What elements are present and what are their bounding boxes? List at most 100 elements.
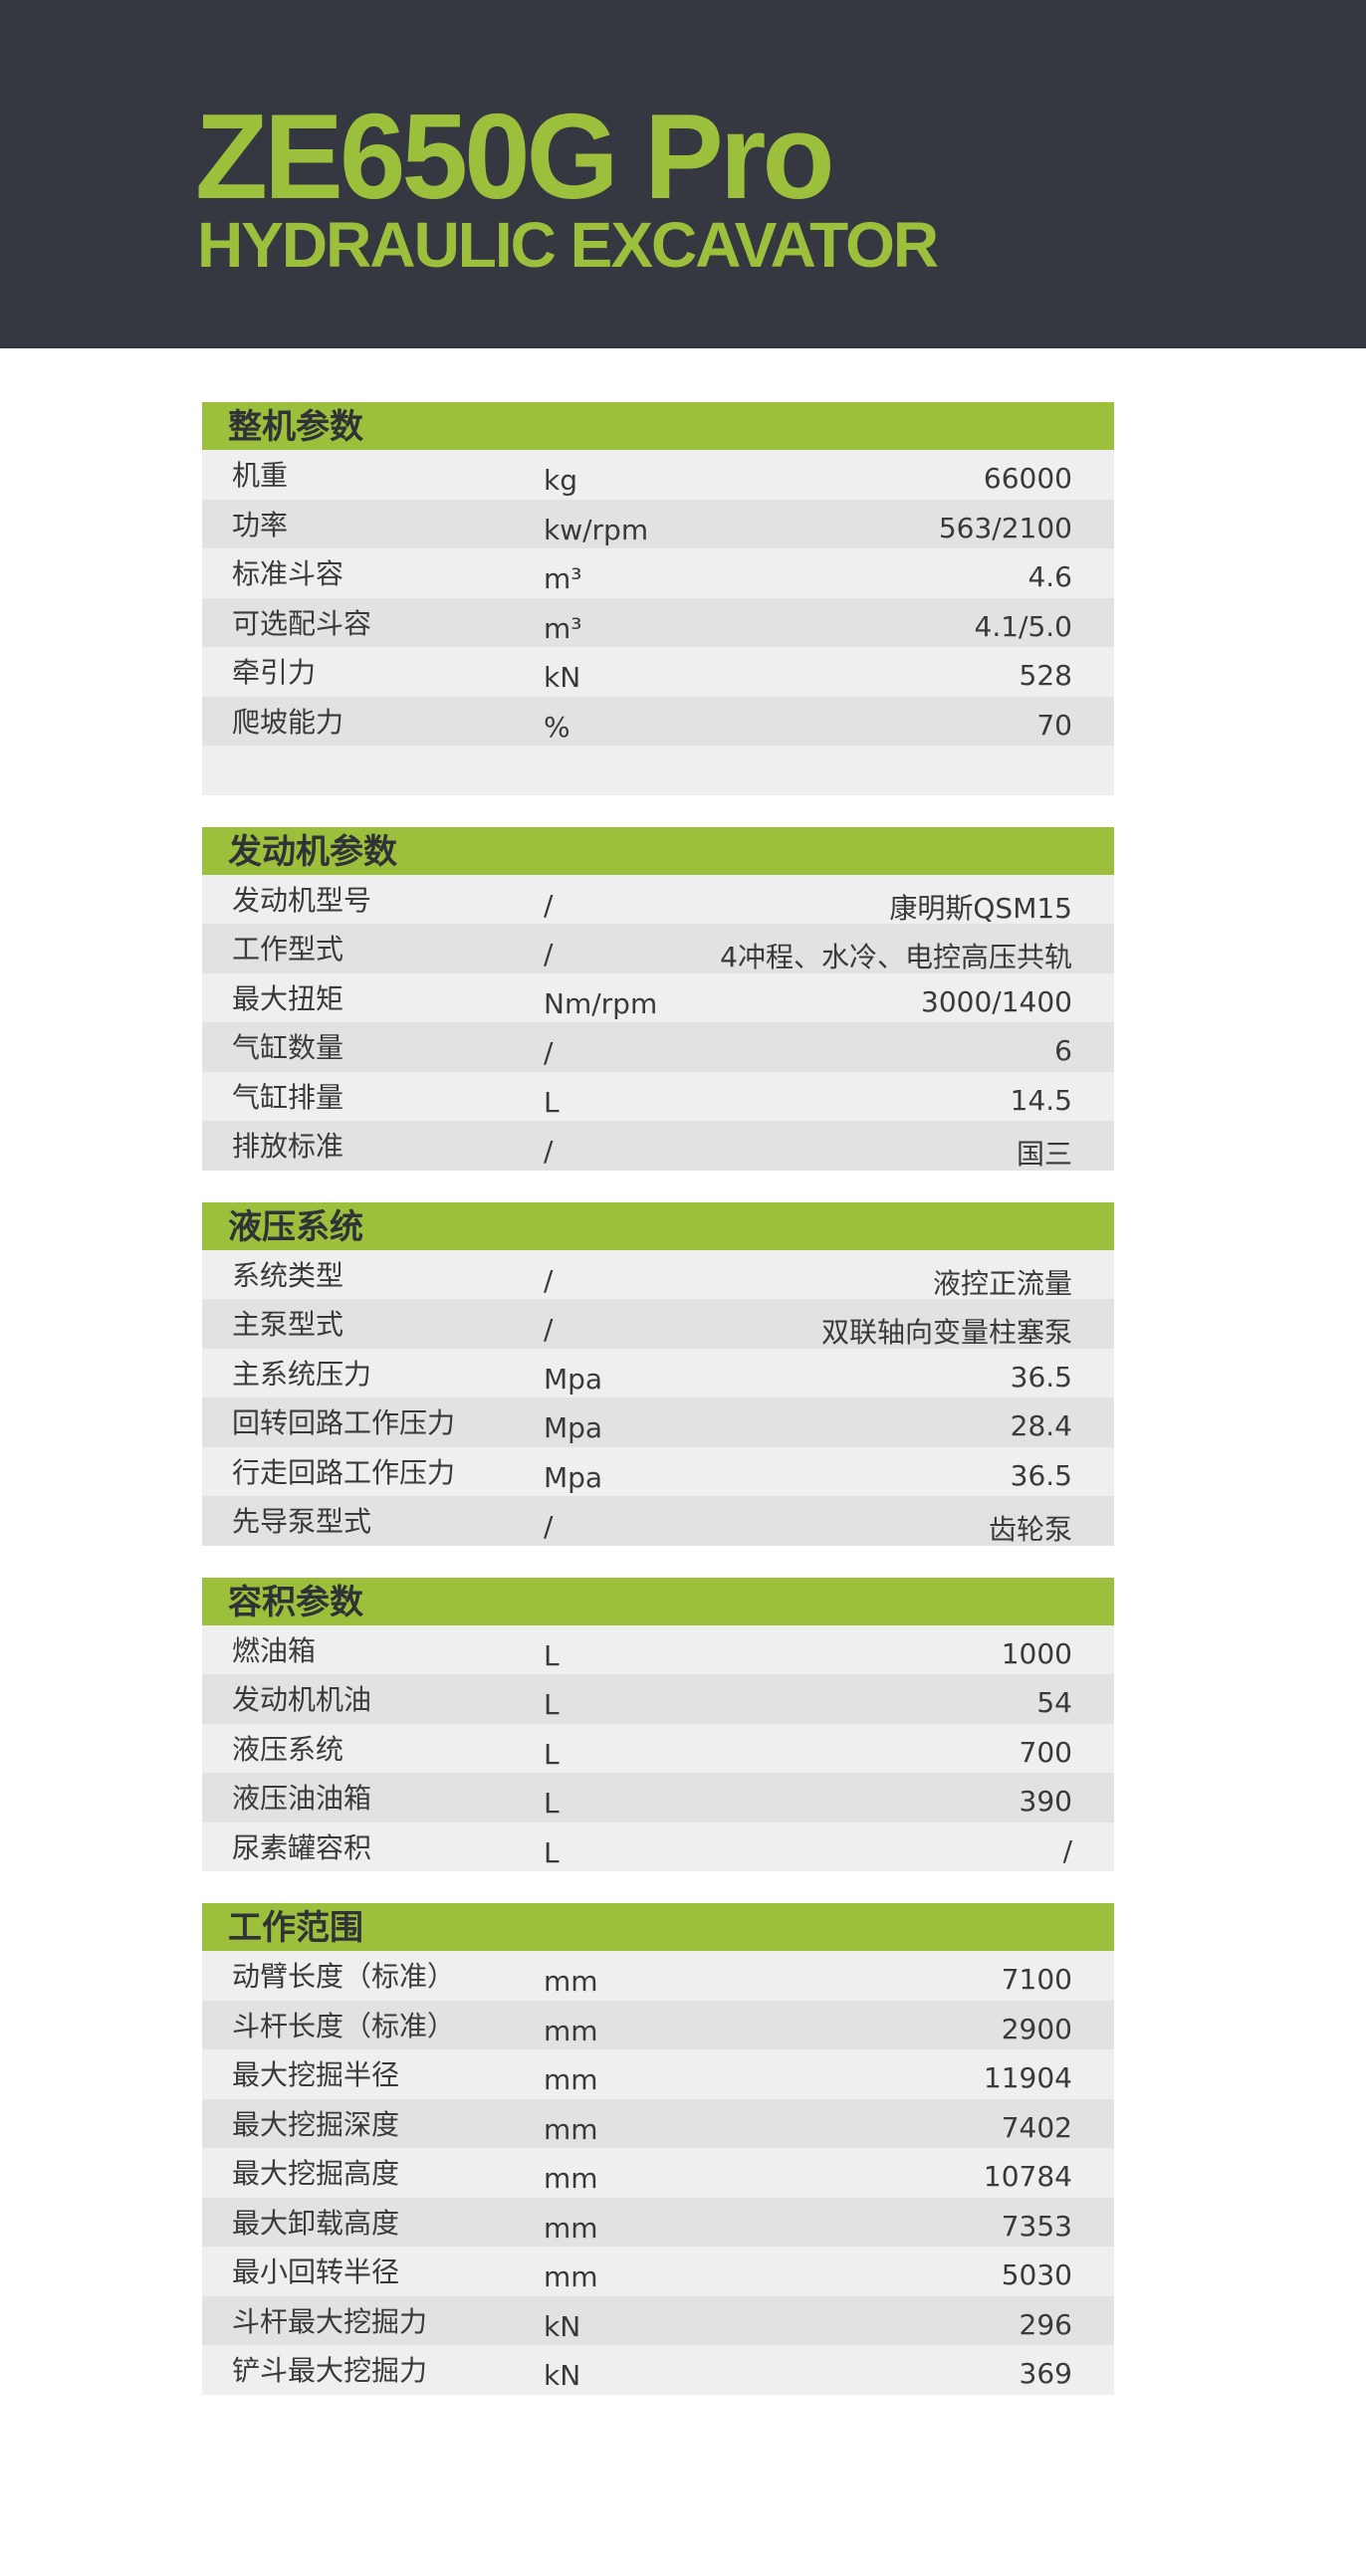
spec-row: 排放标准 / 国三 bbox=[202, 1121, 1114, 1171]
spec-unit: / bbox=[544, 938, 554, 970]
spec-value: 液控正流量 bbox=[932, 1266, 1072, 1300]
spec-row: 动臂长度（标准） mm 7100 bbox=[202, 1951, 1114, 2001]
spec-label: 最大挖掘半径 bbox=[232, 2058, 400, 2091]
spec-tables: 整机参数机重 kg 66000 功率 kw/rpm 563/2100 标准斗容 m³ 4.6 可选… bbox=[202, 402, 1114, 2427]
spec-row: 可选配斗容 m³ 4.1/5.0 bbox=[202, 597, 1114, 647]
spec-unit: / bbox=[544, 1036, 554, 1069]
spec-label: 动臂长度（标准） bbox=[232, 1960, 456, 1993]
spec-label: 发动机机油 bbox=[232, 1683, 372, 1716]
section-title: 液压系统 bbox=[202, 1201, 1114, 1250]
spec-label: 排放标准 bbox=[232, 1130, 344, 1163]
spec-label: 功率 bbox=[232, 508, 289, 541]
spec-row: 液压系统 L 700 bbox=[202, 1723, 1114, 1773]
spec-row: 气缸排量 L 14.5 bbox=[202, 1071, 1114, 1121]
spec-value: 6 bbox=[1054, 1034, 1072, 1067]
spec-row: 最大挖掘半径 mm 11904 bbox=[202, 2049, 1114, 2099]
spec-label: 最大卸载高度 bbox=[232, 2206, 400, 2240]
spec-row: 最小回转半径 mm 5030 bbox=[202, 2247, 1114, 2296]
spec-value: 7402 bbox=[1001, 2110, 1072, 2144]
spec-value: 齿轮泵 bbox=[988, 1513, 1072, 1546]
spec-label: 最大挖掘高度 bbox=[232, 2157, 400, 2190]
spec-unit: / bbox=[544, 888, 554, 922]
spec-label: 爬坡能力 bbox=[232, 705, 344, 739]
spec-row: 燃油箱 L 1000 bbox=[202, 1624, 1114, 1674]
spec-row: 主泵型式 / 双联轴向变量柱塞泵 bbox=[202, 1299, 1114, 1349]
spec-unit: mm bbox=[544, 2162, 598, 2195]
spec-label: 行走回路工作压力 bbox=[232, 1455, 456, 1489]
spec-label: 铲斗最大挖掘力 bbox=[232, 2354, 428, 2387]
spec-value: 296 bbox=[1019, 2307, 1072, 2341]
spec-row: 标准斗容 m³ 4.6 bbox=[202, 548, 1114, 598]
spec-value: 2900 bbox=[1001, 2012, 1072, 2045]
spec-unit: Nm/rpm bbox=[544, 986, 658, 1020]
spec-unit: mm bbox=[544, 1965, 598, 1998]
spec-value: 3000/1400 bbox=[921, 984, 1072, 1018]
section-title: 发动机参数 bbox=[202, 826, 1114, 875]
spec-row: 最大卸载高度 mm 7353 bbox=[202, 2197, 1114, 2247]
section-title: 容积参数 bbox=[202, 1577, 1114, 1625]
section-title: 整机参数 bbox=[202, 402, 1114, 450]
spec-unit: Mpa bbox=[544, 1362, 603, 1395]
spec-label: 燃油箱 bbox=[232, 1633, 317, 1667]
spec-unit: Mpa bbox=[544, 1460, 603, 1494]
spec-row: 功率 kw/rpm 563/2100 bbox=[202, 499, 1114, 548]
spec-row: 牵引力 kN 528 bbox=[202, 647, 1114, 697]
spec-label: 斗杆长度（标准） bbox=[232, 2009, 456, 2042]
spec-unit: m³ bbox=[544, 611, 582, 645]
spec-unit: % bbox=[544, 710, 570, 744]
spec-row: 行走回路工作压力 Mpa 36.5 bbox=[202, 1446, 1114, 1496]
spec-unit: L bbox=[544, 1787, 560, 1820]
spec-unit: / bbox=[544, 1263, 554, 1297]
spec-value: 36.5 bbox=[1010, 1360, 1072, 1394]
spec-unit: mm bbox=[544, 2211, 598, 2245]
spec-unit: / bbox=[544, 1313, 554, 1346]
spec-row: 工作型式 / 4冲程、水冷、电控高压共轨 bbox=[202, 924, 1114, 973]
spec-unit: / bbox=[544, 1510, 554, 1543]
spec-unit: L bbox=[544, 1688, 560, 1721]
spec-label: 斗杆最大挖掘力 bbox=[232, 2304, 428, 2338]
spec-value: 70 bbox=[1036, 708, 1072, 742]
spec-unit: Mpa bbox=[544, 1411, 603, 1444]
spec-unit: kg bbox=[544, 464, 577, 497]
spec-value: 1000 bbox=[1001, 1636, 1072, 1670]
spec-value: 4.6 bbox=[1027, 560, 1072, 593]
spec-value: 563/2100 bbox=[938, 511, 1072, 544]
spec-label: 先导泵型式 bbox=[232, 1505, 372, 1538]
spec-row: 斗杆长度（标准） mm 2900 bbox=[202, 2000, 1114, 2049]
spec-section: 工作范围 动臂长度（标准） mm 7100 斗杆长度（标准） mm 2900 最大挖掘半径 mm… bbox=[202, 1903, 1114, 2395]
spec-value: 14.5 bbox=[1010, 1083, 1072, 1117]
spec-value: 4冲程、水冷、电控高压共轨 bbox=[720, 941, 1072, 973]
spec-unit: mm bbox=[544, 2260, 598, 2293]
spec-unit: kN bbox=[544, 661, 581, 694]
spec-unit: L bbox=[544, 1638, 560, 1672]
hero-banner: ZE650G Pro HYDRAULIC EXCAVATOR bbox=[0, 0, 1366, 348]
spec-label: 主系统压力 bbox=[232, 1357, 372, 1391]
spec-value: / bbox=[1062, 1833, 1072, 1867]
spec-row: 最大扭矩 Nm/rpm 3000/1400 bbox=[202, 972, 1114, 1022]
spec-unit: L bbox=[544, 1835, 560, 1869]
spec-section: 发动机参数 发动机型号 / 康明斯QSM15 工作型式 / 4冲程、水冷、电控高压共轨 最大扭… bbox=[202, 826, 1114, 1171]
spec-row bbox=[202, 746, 1114, 795]
spec-row: 爬坡能力% 70 bbox=[202, 696, 1114, 746]
spec-row: 发动机机油 L 54 bbox=[202, 1674, 1114, 1724]
spec-label: 液压系统 bbox=[232, 1732, 344, 1766]
spec-label: 发动机型号 bbox=[232, 883, 372, 917]
product-subtitle: HYDRAULIC EXCAVATOR bbox=[197, 209, 939, 281]
spec-value: 390 bbox=[1019, 1785, 1072, 1818]
spec-value: 双联轴向变量柱塞泵 bbox=[820, 1316, 1072, 1349]
spec-label: 可选配斗容 bbox=[232, 606, 372, 640]
spec-row: 发动机型号 / 康明斯QSM15 bbox=[202, 874, 1114, 925]
spec-value: 528 bbox=[1019, 659, 1072, 692]
spec-label: 牵引力 bbox=[232, 656, 317, 689]
spec-unit: kN bbox=[544, 2359, 581, 2392]
spec-row: 先导泵型式 / 齿轮泵 bbox=[202, 1496, 1114, 1546]
spec-label: 气缸数量 bbox=[232, 1031, 344, 1064]
spec-unit: kN bbox=[544, 2309, 581, 2343]
spec-section: 液压系统 系统类型 / 液控正流量 主泵型式 / 双联轴向变量柱塞泵 主系统压力 Mpa 36.5… bbox=[202, 1201, 1114, 1546]
spec-row: 气缸数量 / 6 bbox=[202, 1022, 1114, 1072]
spec-label: 机重 bbox=[232, 459, 289, 492]
spec-row: 主系统压力 Mpa 36.5 bbox=[202, 1348, 1114, 1397]
spec-label: 气缸排量 bbox=[232, 1080, 344, 1114]
spec-value: 66000 bbox=[983, 462, 1072, 495]
spec-value: 11904 bbox=[983, 2061, 1072, 2094]
